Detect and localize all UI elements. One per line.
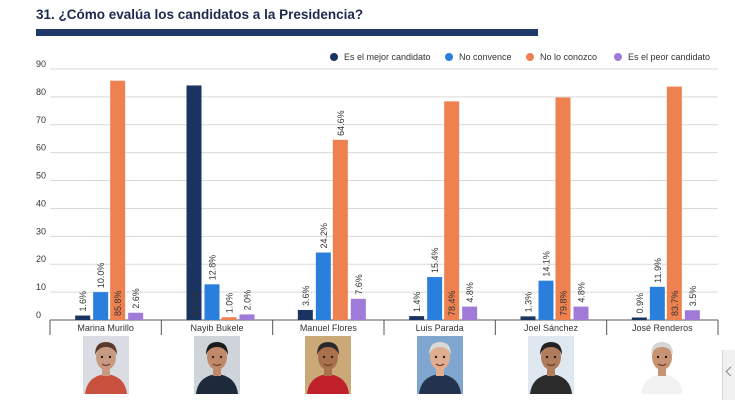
bar (427, 277, 443, 320)
data-label: 10.0% (96, 263, 106, 289)
category-label: José Renderos (632, 323, 693, 333)
data-label: 2.6% (131, 288, 141, 309)
y-tick-label: 70 (36, 115, 46, 125)
bar (555, 97, 571, 321)
data-label: 84.1% (190, 290, 200, 316)
y-tick-label: 40 (36, 198, 46, 208)
legend-label: Es el mejor candidato (344, 52, 431, 62)
portrait-marina-murillo-icon (82, 336, 129, 394)
data-label: 1.0% (225, 293, 235, 314)
category-label: Joel Sánchez (524, 323, 579, 333)
portrait-jose-renderos-icon (639, 336, 686, 394)
y-tick-label: 50 (36, 171, 46, 181)
data-label: 14.1% (542, 251, 552, 277)
bar (332, 139, 348, 320)
bar (573, 306, 589, 320)
portrait-nayib-bukele-icon (194, 336, 240, 394)
y-tick-label: 30 (36, 226, 46, 236)
bar (75, 315, 91, 320)
y-tick-label: 20 (36, 254, 46, 264)
data-label: 7.6% (354, 274, 364, 295)
data-label: 1.6% (78, 291, 88, 312)
legend-marker (614, 53, 622, 61)
category-label: Luis Parada (416, 323, 464, 333)
chart-title: 31. ¿Cómo evalúa los candidatos a la Pre… (36, 7, 364, 22)
data-label: 1.4% (412, 292, 422, 313)
legend-marker (445, 53, 453, 61)
data-label: 3.5% (688, 286, 698, 307)
y-tick-label: 90 (36, 59, 46, 69)
bar (409, 316, 425, 320)
data-label: 4.8% (577, 282, 587, 303)
bar (684, 310, 700, 320)
bar (350, 298, 366, 320)
data-label: 78.4% (447, 290, 457, 316)
bar (239, 314, 255, 320)
title-underline (36, 29, 538, 36)
data-label: 2.0% (243, 290, 253, 311)
portrait-manuel-flores-icon (305, 336, 352, 394)
bar (93, 292, 109, 320)
data-label: 0.9% (635, 293, 645, 314)
bar (649, 286, 665, 320)
data-label: 64.6% (336, 110, 346, 136)
bar (666, 86, 682, 320)
bar (462, 306, 478, 320)
y-tick-label: 0 (36, 310, 41, 320)
legend-marker (526, 53, 534, 61)
data-label: 83.7% (670, 290, 680, 316)
legend-label: No lo conozco (540, 52, 597, 62)
category-label: Manuel Flores (300, 323, 358, 333)
data-label: 1.3% (524, 292, 534, 313)
scroll-to-top-button[interactable] (722, 350, 735, 400)
bar (186, 85, 202, 321)
data-label: 85.8% (113, 290, 123, 316)
category-label: Nayib Bukele (190, 323, 243, 333)
legend-label: No convence (459, 52, 512, 62)
portrait-luis-parada-icon (416, 336, 463, 394)
data-label: 11.9% (653, 258, 663, 283)
data-label: 3.6% (301, 285, 311, 306)
y-tick-label: 60 (36, 143, 46, 153)
bar (315, 252, 331, 320)
chevron-up-icon (725, 366, 735, 377)
bar (110, 80, 126, 320)
portrait-joel-sanchez-icon (528, 336, 574, 394)
data-label: 4.8% (465, 282, 475, 303)
bar (128, 312, 144, 320)
legend-marker (330, 53, 338, 61)
y-tick-label: 80 (36, 87, 46, 97)
bar (221, 317, 237, 320)
data-label: 24.2% (319, 223, 329, 249)
data-label: 12.8% (208, 255, 218, 281)
bar (538, 280, 554, 320)
bar (520, 316, 536, 320)
legend-label: Es el peor candidato (628, 52, 710, 62)
bar (444, 101, 460, 321)
bar (631, 317, 647, 320)
data-label: 79.8% (559, 290, 569, 316)
y-tick-label: 10 (36, 282, 46, 292)
category-label: Marina Murillo (77, 323, 134, 333)
bar (297, 309, 313, 320)
bar-chart: 90 80 70 60 50 40 30 20 10 0 1.6% 10.0% 85.8% 2.6% Mar… (36, 52, 719, 335)
data-label: 15.4% (430, 248, 440, 274)
bar (204, 284, 220, 320)
